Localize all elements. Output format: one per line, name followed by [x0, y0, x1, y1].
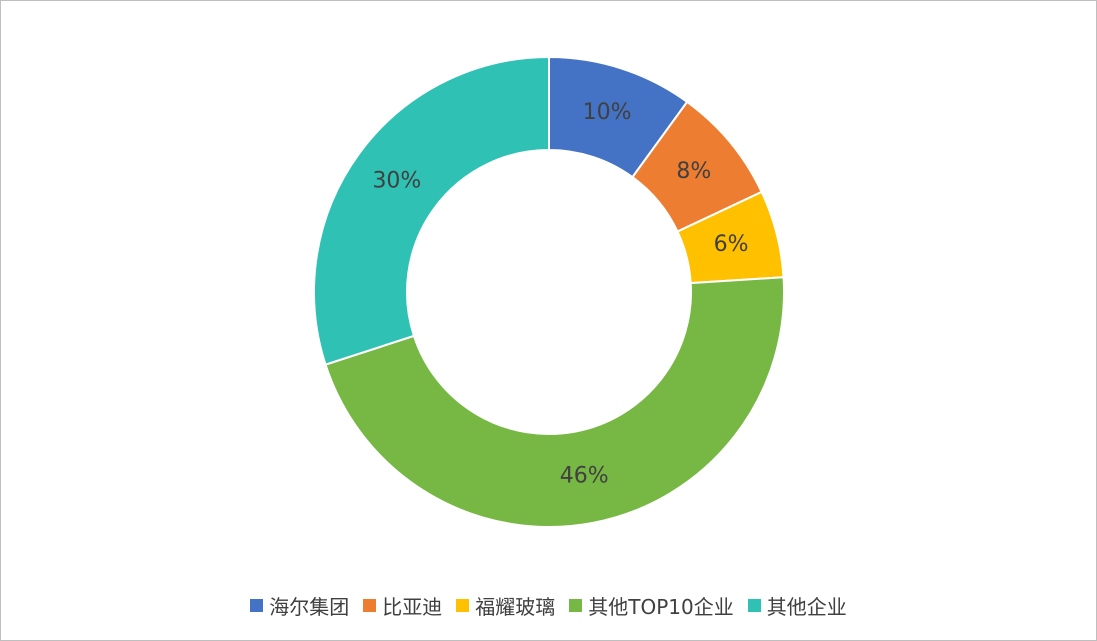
legend-swatch [250, 599, 264, 612]
legend-swatch [569, 599, 583, 612]
legend-item: 海尔集团 [250, 591, 349, 620]
legend: 海尔集团 比亚迪 福耀玻璃 其他TOP10企业 其他企业 [1, 591, 1096, 620]
legend-label: 其他企业 [766, 595, 847, 619]
legend-label: 比亚迪 [382, 595, 443, 619]
legend-label: 海尔集团 [269, 595, 350, 619]
data-label: 30% [372, 168, 421, 193]
data-label: 6% [714, 232, 749, 257]
slice [324, 276, 785, 528]
legend-item: 福耀玻璃 [456, 591, 555, 620]
legend-swatch [747, 599, 761, 612]
legend-swatch [456, 599, 470, 612]
legend-item: 比亚迪 [363, 591, 442, 620]
legend-item: 其他TOP10企业 [569, 591, 734, 620]
legend-label: 福耀玻璃 [475, 595, 556, 619]
data-label: 10% [583, 100, 632, 125]
slice [313, 55, 550, 366]
legend-swatch [363, 599, 377, 612]
data-label: 46% [560, 464, 609, 489]
legend-label: 其他TOP10企业 [588, 595, 734, 619]
data-label: 8% [676, 159, 711, 184]
legend-item: 其他企业 [747, 591, 847, 620]
